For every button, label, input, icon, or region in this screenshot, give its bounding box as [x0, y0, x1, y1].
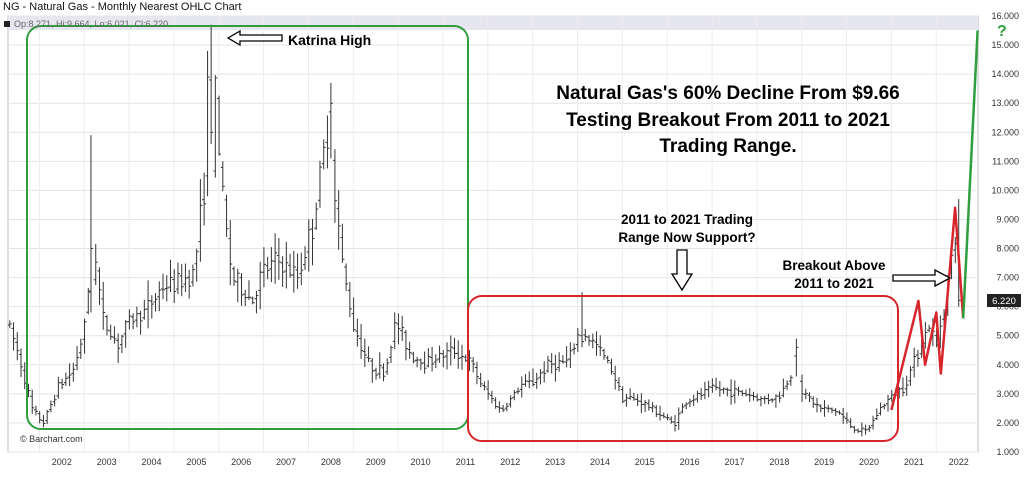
y-tick-label: 4.000: [996, 360, 1019, 370]
chart-header-title: NG - Natural Gas - Monthly Nearest OHLC …: [3, 1, 242, 13]
x-tick-label: 2005: [186, 457, 206, 467]
plot-frame: [7, 15, 979, 453]
y-tick-label: 11.000: [992, 156, 1019, 166]
green-range-box: [26, 25, 469, 430]
question-mark: ?: [997, 23, 1007, 40]
x-tick-label: 2006: [231, 457, 251, 467]
x-tick-label: 2022: [949, 457, 969, 467]
x-tick-label: 2014: [590, 457, 610, 467]
x-tick-label: 2011: [456, 457, 475, 467]
x-tick-label: 2008: [321, 457, 341, 467]
y-tick-label: 7.000: [996, 273, 1019, 283]
breakout-label-line-2: 2011 to 2021: [794, 276, 874, 291]
x-tick-label: 2012: [500, 457, 520, 467]
barchart-credit: © Barchart.com: [20, 434, 83, 444]
last-price-tag: [987, 294, 1021, 307]
chart-title-line-3: Trading Range.: [659, 136, 796, 157]
x-tick-label: 2017: [724, 457, 744, 467]
x-tick-label: 2009: [366, 457, 386, 467]
y-tick-label: 8.000: [996, 244, 1019, 254]
y-tick-label: 9.000: [996, 214, 1019, 224]
axes: 1.0002.0003.0004.0005.0006.0007.0008.000…: [52, 11, 1019, 467]
x-tick-label: 2004: [141, 457, 161, 467]
x-tick-label: 2020: [859, 457, 879, 467]
x-tick-label: 2019: [814, 457, 834, 467]
x-tick-label: 2002: [52, 457, 72, 467]
y-tick-label: 13.000: [991, 98, 1019, 108]
right-arrow-icon: [892, 268, 952, 288]
y-tick-label: 2.000: [996, 418, 1019, 428]
x-tick-label: 2003: [97, 457, 117, 467]
x-tick-label: 2016: [680, 457, 700, 467]
y-tick-label: 15.000: [991, 40, 1019, 50]
breakout-label-line-1: Breakout Above: [782, 258, 886, 273]
x-tick-label: 2018: [769, 457, 789, 467]
x-tick-label: 2015: [635, 457, 655, 467]
trend-lines: [890, 30, 979, 411]
x-tick-label: 2021: [904, 457, 924, 467]
chart-title-line-1: Natural Gas's 60% Decline From $9.66: [556, 83, 900, 104]
ohlc-bars: [7, 24, 961, 437]
ohlc-readout: Op:8.271, Hi:9.664, Lo:6.021, Cl:6.220: [14, 19, 169, 29]
x-tick-label: 2013: [545, 457, 565, 467]
katrina-arrow-icon: [226, 29, 283, 47]
y-tick-label: 5.000: [996, 331, 1019, 341]
y-tick-label: 3.000: [996, 389, 1019, 399]
down-arrow-icon: [670, 249, 694, 292]
green-projection-line: [961, 30, 979, 319]
chart-title-line-2: Testing Breakout From 2011 to 2021: [566, 110, 890, 131]
x-tick-label: 2007: [276, 457, 296, 467]
y-tick-label: 10.000: [991, 185, 1019, 195]
red-range-box: [467, 295, 899, 442]
y-tick-label: 12.000: [991, 127, 1019, 137]
support-label-line-2: Range Now Support?: [618, 230, 755, 245]
grid: [8, 15, 978, 453]
red-trend-line: [890, 206, 965, 411]
ohlc-marker-icon: [4, 21, 10, 27]
last-price-label: 6.220: [992, 296, 1016, 307]
x-tick-label: 2010: [411, 457, 431, 467]
y-tick-label: 1.000: [996, 447, 1019, 457]
y-tick-label: 16.000: [991, 11, 1019, 21]
support-label-line-1: 2011 to 2021 Trading: [621, 212, 753, 227]
y-tick-label: 14.000: [991, 69, 1019, 79]
katrina-label: Katrina High: [288, 32, 371, 48]
